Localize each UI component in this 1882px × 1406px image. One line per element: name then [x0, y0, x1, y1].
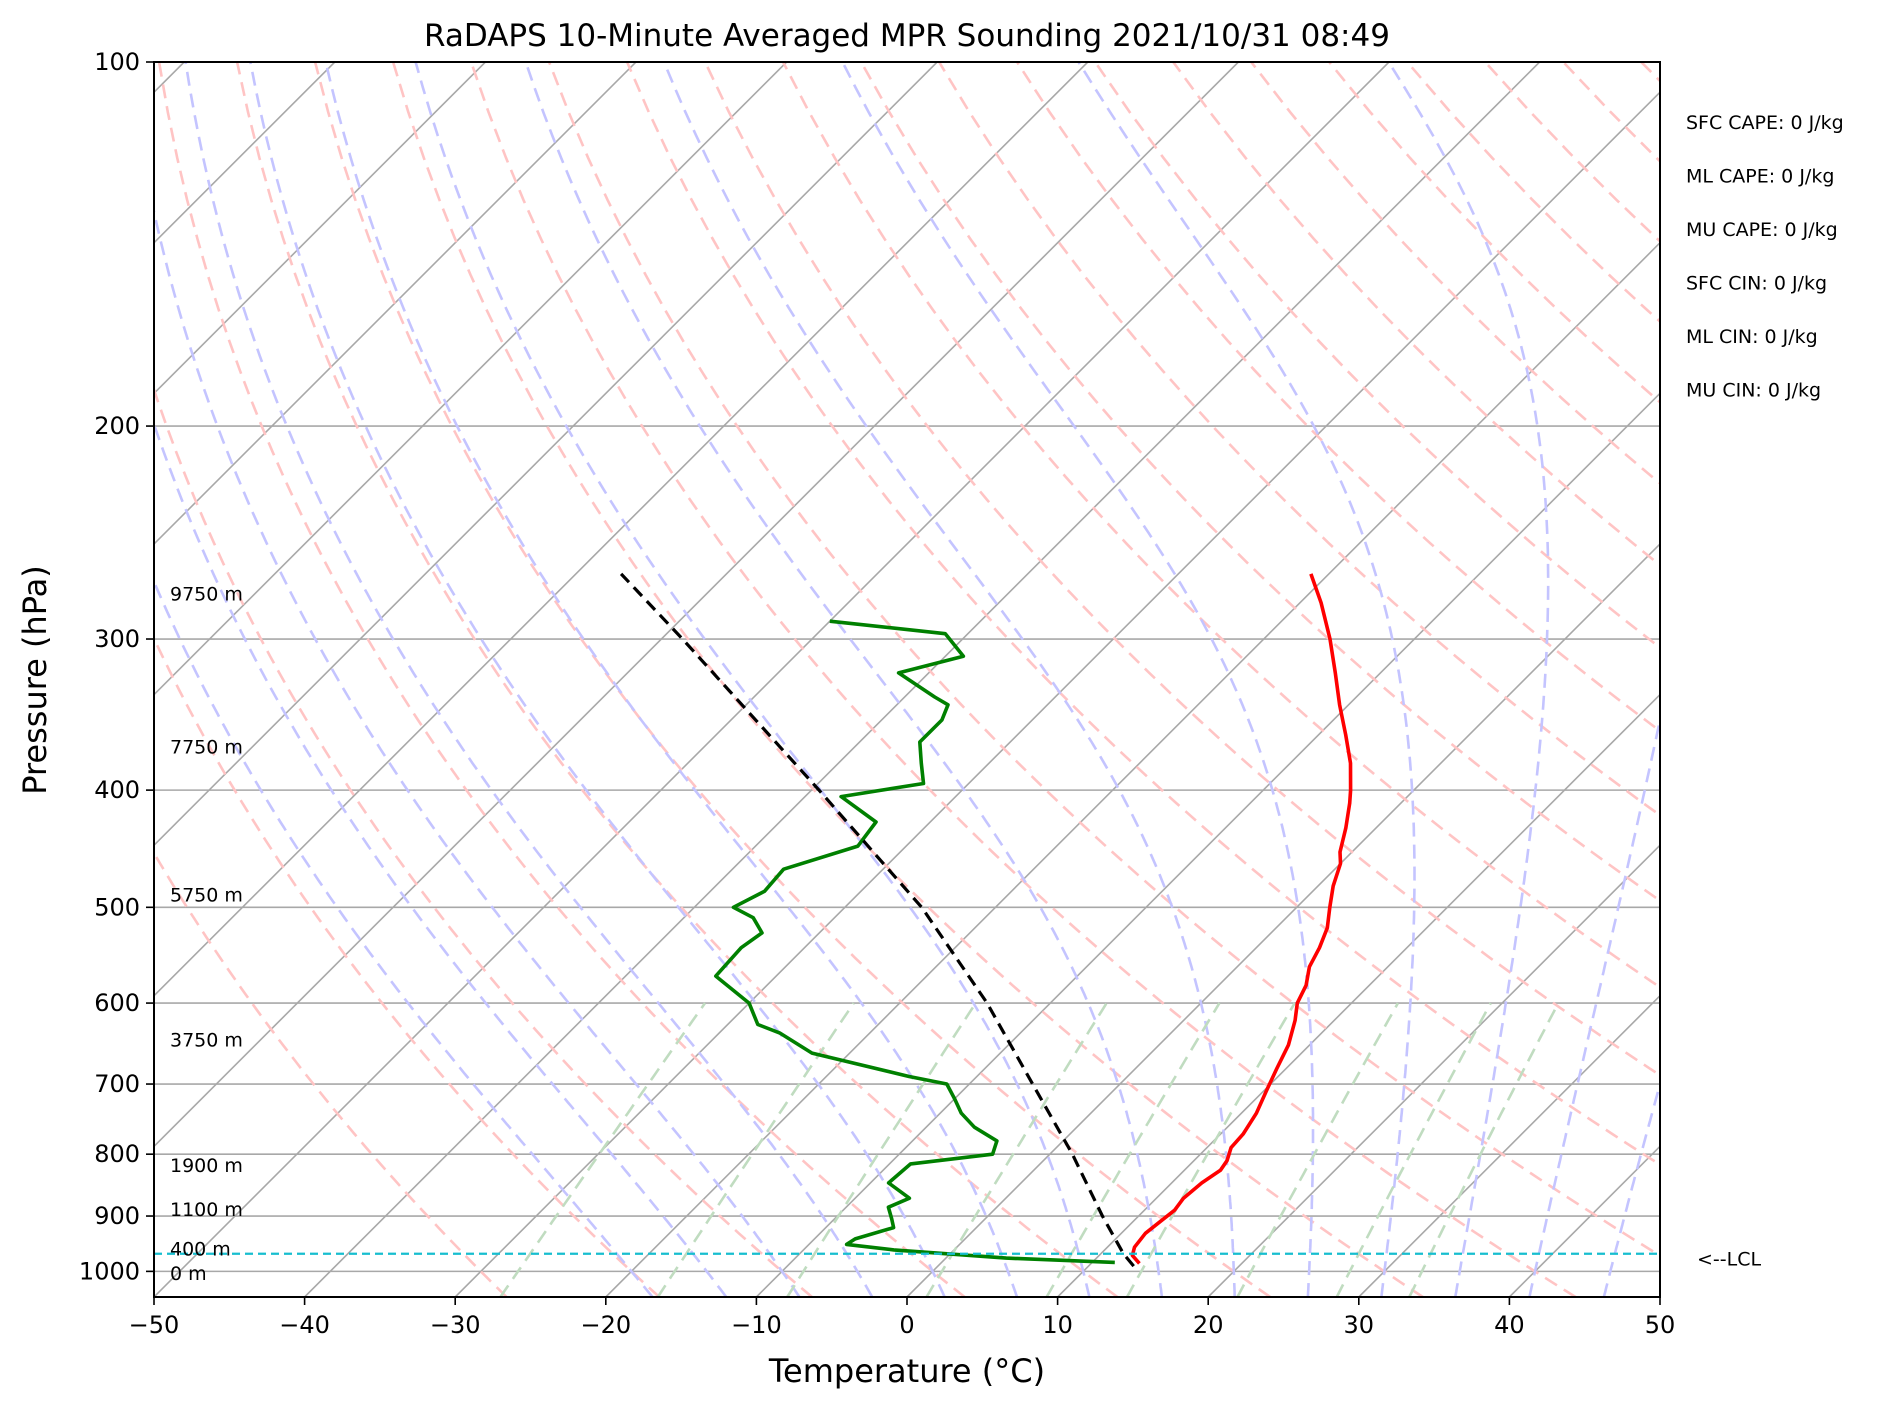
x-tick-label: −40	[279, 1311, 330, 1339]
chart-title: RaDAPS 10-Minute Averaged MPR Sounding 2…	[424, 18, 1390, 54]
isotherm-line	[154, 62, 1089, 997]
y-tick-label: 300	[94, 625, 140, 653]
height-label: 1100 m	[170, 1199, 243, 1221]
moist-adiabat	[249, 62, 946, 1297]
data-layer	[154, 572, 1660, 1268]
x-tick-label: 10	[1042, 1311, 1073, 1339]
mixing-ratio-line	[656, 1002, 855, 1297]
mixing-ratio-line	[925, 1002, 1108, 1297]
lcl-label: <--LCL	[1697, 1249, 1761, 1271]
y-tick-label: 700	[94, 1070, 140, 1098]
moist-adiabat	[524, 62, 1164, 1297]
dewpoint-line	[714, 619, 1115, 1265]
dry-adiabat	[1016, 62, 1660, 733]
isotherm-line	[154, 62, 637, 546]
dry-adiabat	[469, 62, 1577, 1297]
x-tick-label: −30	[430, 1311, 481, 1339]
x-tick-label: 40	[1494, 1311, 1525, 1339]
moist-adiabat	[1602, 1079, 1660, 1297]
mixing-ratio-line	[1335, 1002, 1492, 1297]
dry-adiabat	[547, 62, 1660, 1258]
index-label: MU CIN: 0 J/kg	[1686, 380, 1821, 402]
mixing-ratio-line	[1408, 1002, 1560, 1297]
dry-adiabat	[625, 62, 1660, 1167]
mixing-ratio-line	[1045, 1002, 1221, 1297]
isotherm-line	[1358, 994, 1660, 1297]
moist-adiabat	[662, 62, 1236, 1297]
moist-adiabat	[154, 205, 801, 1297]
moist-adiabat	[324, 62, 1019, 1297]
isotherm-line	[1207, 844, 1660, 1297]
dry-adiabat	[157, 62, 966, 1297]
temperature-line	[1130, 573, 1353, 1265]
mixing-ratio-line	[499, 1002, 707, 1297]
height-label: 7750 m	[170, 736, 243, 758]
y-tick-label: 900	[94, 1202, 140, 1230]
index-label: SFC CIN: 0 J/kg	[1686, 273, 1827, 295]
dry-adiabat	[703, 62, 1660, 1077]
parcel-profile-line	[619, 572, 1135, 1268]
y-tick-label: 800	[94, 1140, 140, 1168]
y-axis-label: Pressure (hPa)	[16, 565, 54, 795]
x-tick-label: 20	[1193, 1311, 1224, 1339]
y-tick-label: 200	[94, 412, 140, 440]
height-label: 1900 m	[170, 1155, 243, 1177]
isotherm-line	[605, 241, 1660, 1297]
y-tick-label: 1000	[79, 1257, 140, 1285]
x-tick-label: 30	[1344, 1311, 1375, 1339]
mixing-ratio-line	[1125, 1002, 1296, 1297]
moist-adiabat	[154, 578, 654, 1297]
x-tick-label: −50	[129, 1311, 180, 1339]
x-tick-label: −10	[731, 1311, 782, 1339]
height-label: 400 m	[170, 1238, 231, 1260]
height-label: 3750 m	[170, 1029, 243, 1051]
dry-adiabat	[859, 62, 1660, 903]
dry-adiabat	[154, 850, 508, 1297]
moist-adiabat	[154, 420, 728, 1297]
isotherm-line	[154, 62, 1239, 1148]
index-label: MU CAPE: 0 J/kg	[1686, 219, 1838, 241]
moist-adiabat	[1387, 62, 1550, 1297]
index-label: ML CAPE: 0 J/kg	[1686, 166, 1834, 188]
mixing-ratio-line	[786, 1002, 977, 1297]
grid-layer	[154, 62, 1660, 1297]
moist-adiabat	[184, 62, 874, 1297]
y-tick-label: 400	[94, 776, 140, 804]
height-label: 5750 m	[170, 885, 243, 907]
isotherm-line	[1057, 693, 1660, 1297]
dry-adiabat	[781, 62, 1660, 989]
annotation-layer: 9750 m 7750 m 5750 m 3750 m 1900 m 1100 m 400 …	[170, 112, 1844, 1285]
moist-adiabat	[1077, 62, 1416, 1297]
height-label: 9750 m	[170, 583, 243, 605]
isotherm-line	[154, 62, 938, 847]
dry-adiabat	[391, 62, 1424, 1297]
x-tick-label: 50	[1645, 1311, 1676, 1339]
axis-layer: −50 −40 −30 −20 −10 0 10 20 30 40 50 100 200 300 400 50…	[79, 48, 1675, 1339]
x-tick-label: −20	[580, 1311, 631, 1339]
isotherm-line	[154, 62, 486, 395]
dry-adiabat	[937, 62, 1660, 817]
index-label: SFC CAPE: 0 J/kg	[1686, 112, 1844, 134]
dry-adiabat	[235, 62, 1119, 1297]
y-tick-label: 500	[94, 893, 140, 921]
isotherm-line	[906, 542, 1660, 1297]
isotherm-line	[304, 62, 1541, 1297]
index-label: ML CIN: 0 J/kg	[1686, 326, 1818, 348]
mixing-ratio-line	[1236, 1002, 1400, 1297]
x-tick-label: 0	[899, 1311, 914, 1339]
height-label: 0 m	[170, 1263, 207, 1285]
x-axis-label: Temperature (°C)	[768, 1352, 1045, 1390]
moist-adiabat	[414, 62, 1091, 1297]
isotherm-line	[154, 62, 1390, 1297]
y-tick-label: 600	[94, 989, 140, 1017]
y-tick-label: 100	[94, 48, 140, 76]
isotherm-line	[154, 62, 788, 696]
dry-adiabat	[154, 385, 813, 1297]
isotherm-line	[454, 91, 1660, 1297]
